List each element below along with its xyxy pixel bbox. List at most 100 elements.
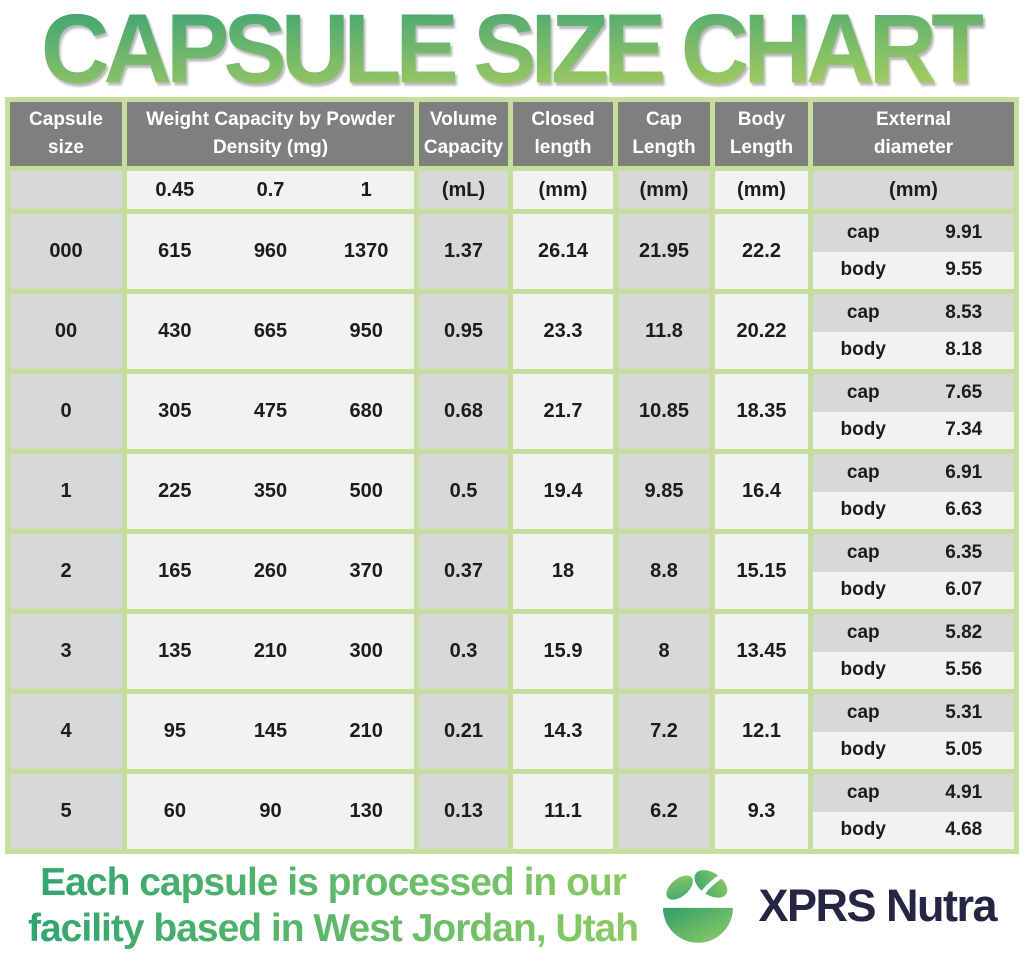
- weight-value: 95: [163, 720, 186, 742]
- weight-value: 210: [349, 720, 383, 742]
- density-value: 0.7: [256, 178, 285, 201]
- capsule-size-table: Capsule size Weight Capacity by Powder D…: [5, 97, 1019, 854]
- body-diameter-value: 6.63: [945, 499, 983, 521]
- cap-length-cell: 8.8: [618, 534, 710, 609]
- body-length-cell: 12.1: [715, 694, 808, 769]
- weight-value: 260: [253, 560, 288, 582]
- mortar-leaves-icon: [663, 870, 734, 943]
- subheader-volume-unit: (mL): [419, 171, 508, 209]
- cap-length-cell: 8: [618, 614, 710, 689]
- closed-length-cell: 14.3: [513, 694, 613, 769]
- weight-capacity-cell: 165 260 370: [127, 534, 414, 609]
- weight-capacity-cell: 615 960 1370: [127, 214, 414, 289]
- volume-cell: 1.37: [419, 214, 508, 289]
- external-cap-row: cap 5.31: [813, 694, 1014, 732]
- header-cap-length: Cap Length: [618, 102, 710, 166]
- weight-capacity-cell: 95 145 210: [127, 694, 414, 769]
- volume-cell: 0.37: [419, 534, 508, 609]
- brand-logo: XPRS Nutra: [652, 860, 997, 952]
- header-volume-capacity: Volume Capacity: [419, 102, 508, 166]
- external-cap-row: cap 6.91: [813, 454, 1014, 492]
- tagline-line-2: facility based in West Jordan, Utah: [28, 907, 639, 950]
- cap-length-cell: 11.8: [618, 294, 710, 369]
- external-body-row: body 5.56: [813, 651, 1014, 689]
- left-leaf: [666, 875, 694, 900]
- external-body-row: body 6.07: [813, 571, 1014, 609]
- external-diameter-cell: cap 9.91 body 9.55: [813, 214, 1014, 289]
- weight-value: 1370: [343, 240, 389, 262]
- cap-diameter-value: 9.91: [945, 221, 983, 243]
- external-diameter-cell: cap 8.53 body 8.18: [813, 294, 1014, 369]
- closed-length-cell: 15.9: [513, 614, 613, 689]
- weight-capacity-cell: 430 665 950: [127, 294, 414, 369]
- subheader-densities: 0.45 0.7 1: [127, 171, 414, 209]
- volume-cell: 0.3: [419, 614, 508, 689]
- cap-length-cell: 7.2: [618, 694, 710, 769]
- body-label: body: [840, 659, 886, 681]
- external-cap-row: cap 5.82: [813, 614, 1014, 652]
- external-body-row: body 6.63: [813, 491, 1014, 529]
- capsule-size-cell: 3: [10, 614, 122, 689]
- weight-value: 615: [158, 240, 192, 262]
- leaf-slash: [697, 873, 725, 900]
- header-weight-capacity: Weight Capacity by Powder Density (mg): [127, 102, 414, 166]
- weight-capacity-cell: 225 350 500: [127, 454, 414, 529]
- density-value: 1: [360, 178, 372, 201]
- weight-value: 90: [259, 800, 282, 822]
- weight-capacity-cell: 60 90 130: [127, 774, 414, 849]
- closed-length-cell: 26.14: [513, 214, 613, 289]
- body-label: body: [840, 739, 886, 761]
- footer: Each capsule is processed in our facilit…: [0, 854, 1024, 964]
- closed-length-cell: 18: [513, 534, 613, 609]
- weight-value: 370: [349, 560, 383, 582]
- weight-value: 960: [253, 240, 288, 262]
- body-length-cell: 22.2: [715, 214, 808, 289]
- facility-tagline: Each capsule is processed in our facilit…: [28, 860, 638, 952]
- external-diameter-cell: cap 4.91 body 4.68: [813, 774, 1014, 849]
- page-title: CAPSULE SIZE CHART: [40, 0, 989, 104]
- external-body-row: body 4.68: [813, 811, 1014, 849]
- external-body-row: body 8.18: [813, 331, 1014, 369]
- header-capsule-size: Capsule size: [10, 102, 122, 166]
- capsule-size-cell: 2: [10, 534, 122, 609]
- cap-length-cell: 6.2: [618, 774, 710, 849]
- body-label: body: [840, 259, 886, 281]
- body-label: body: [840, 579, 886, 601]
- weight-value: 135: [158, 640, 192, 662]
- body-length-cell: 20.22: [715, 294, 808, 369]
- weight-value: 145: [253, 720, 288, 742]
- external-diameter-cell: cap 5.82 body 5.56: [813, 614, 1014, 689]
- body-label: body: [840, 419, 886, 441]
- body-label: body: [840, 499, 886, 521]
- cap-length-cell: 21.95: [618, 214, 710, 289]
- cap-label: cap: [846, 541, 880, 563]
- capsule-size-cell: 4: [10, 694, 122, 769]
- external-cap-row: cap 6.35: [813, 534, 1014, 572]
- cap-diameter-value: 6.35: [945, 541, 983, 563]
- closed-length-cell: 21.7: [513, 374, 613, 449]
- external-diameter-cell: cap 5.31 body 5.05: [813, 694, 1014, 769]
- cap-label: cap: [846, 781, 880, 803]
- weight-value: 475: [253, 400, 288, 422]
- volume-cell: 0.95: [419, 294, 508, 369]
- external-cap-row: cap 4.91: [813, 774, 1014, 812]
- external-cap-row: cap 9.91: [813, 214, 1014, 252]
- weight-value: 130: [349, 800, 383, 822]
- body-diameter-value: 6.07: [945, 579, 983, 601]
- subheader-closed-unit: (mm): [513, 171, 613, 209]
- capsule-size-cell: 00: [10, 294, 122, 369]
- body-label: body: [840, 819, 886, 841]
- cap-diameter-value: 4.91: [945, 781, 983, 803]
- external-body-row: body 9.55: [813, 251, 1014, 289]
- external-body-row: body 5.05: [813, 731, 1014, 769]
- body-length-cell: 9.3: [715, 774, 808, 849]
- volume-cell: 0.68: [419, 374, 508, 449]
- external-diameter-cell: cap 6.35 body 6.07: [813, 534, 1014, 609]
- body-length-cell: 18.35: [715, 374, 808, 449]
- cap-label: cap: [846, 701, 880, 723]
- subheader-empty: [10, 171, 122, 209]
- weight-value: 300: [349, 640, 383, 662]
- closed-length-cell: 23.3: [513, 294, 613, 369]
- cap-length-cell: 9.85: [618, 454, 710, 529]
